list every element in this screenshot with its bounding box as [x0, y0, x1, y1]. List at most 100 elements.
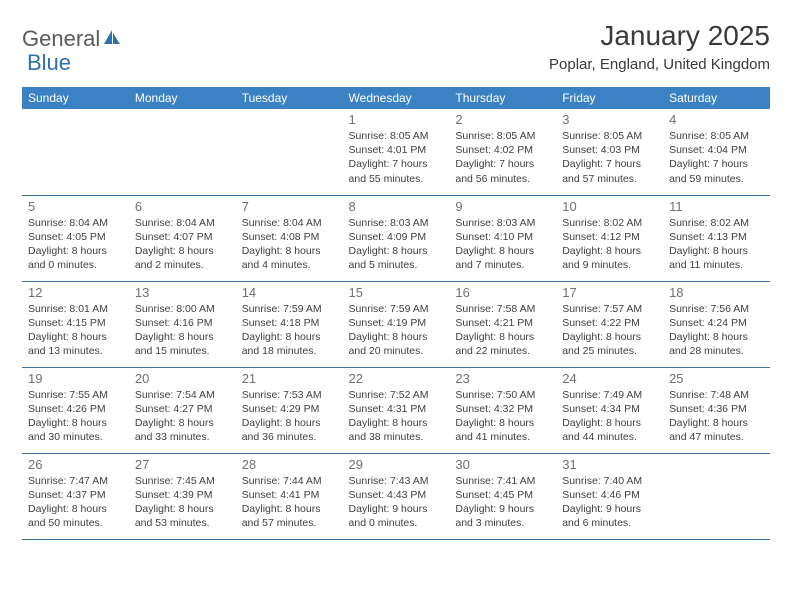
calendar-day-cell: 6Sunrise: 8:04 AMSunset: 4:07 PMDaylight…: [129, 195, 236, 281]
day-info-line: Sunset: 4:07 PM: [135, 230, 230, 244]
calendar-empty-cell: [22, 109, 129, 195]
day-info-line: and 59 minutes.: [669, 172, 764, 186]
day-info-line: and 41 minutes.: [455, 430, 550, 444]
day-number: 24: [562, 371, 657, 386]
day-number: 7: [242, 199, 337, 214]
day-number: 21: [242, 371, 337, 386]
calendar-day-cell: 21Sunrise: 7:53 AMSunset: 4:29 PMDayligh…: [236, 367, 343, 453]
day-info-line: Sunset: 4:22 PM: [562, 316, 657, 330]
logo: General: [22, 26, 123, 52]
day-info-line: Sunset: 4:45 PM: [455, 488, 550, 502]
day-info-line: Sunrise: 8:02 AM: [669, 216, 764, 230]
day-info-line: Sunrise: 7:54 AM: [135, 388, 230, 402]
day-info-line: Sunset: 4:36 PM: [669, 402, 764, 416]
day-number: 17: [562, 285, 657, 300]
calendar-day-cell: 8 Sunrise: 8:03 AMSunset: 4:09 PMDaylight…: [343, 195, 450, 281]
day-info-line: and 25 minutes.: [562, 344, 657, 358]
day-info-line: Sunrise: 7:55 AM: [28, 388, 123, 402]
calendar-row: 5Sunrise: 8:04 AMSunset: 4:05 PMDaylight…: [22, 195, 770, 281]
day-info-line: Sunset: 4:32 PM: [455, 402, 550, 416]
day-header-thursday: Thursday: [449, 87, 556, 109]
day-info-line: Daylight: 8 hours: [669, 330, 764, 344]
day-info-line: Sunrise: 8:01 AM: [28, 302, 123, 316]
day-info-line: Sunrise: 7:50 AM: [455, 388, 550, 402]
calendar-row: 1Sunrise: 8:05 AMSunset: 4:01 PMDaylight…: [22, 109, 770, 195]
calendar-day-cell: 4Sunrise: 8:05 AMSunset: 4:04 PMDaylight…: [663, 109, 770, 195]
day-info-line: Daylight: 8 hours: [135, 502, 230, 516]
day-header-saturday: Saturday: [663, 87, 770, 109]
day-info-line: Daylight: 8 hours: [349, 330, 444, 344]
day-info-line: Daylight: 8 hours: [242, 330, 337, 344]
day-info-line: Sunset: 4:05 PM: [28, 230, 123, 244]
calendar-day-cell: 13Sunrise: 8:00 AMSunset: 4:16 PMDayligh…: [129, 281, 236, 367]
day-info-line: Sunrise: 7:53 AM: [242, 388, 337, 402]
day-info-line: Sunrise: 8:05 AM: [349, 129, 444, 143]
calendar-day-cell: 17 Sunrise: 7:57 AMSunset: 4:22 PMDayligh…: [556, 281, 663, 367]
day-number: 26: [28, 457, 123, 472]
calendar-day-cell: 29Sunrise: 7:43 AMSunset: 4:43 PMDayligh…: [343, 453, 450, 539]
day-info-line: Daylight: 9 hours: [562, 502, 657, 516]
day-info: Sunrise: 8:05 AMSunset: 4:01 PMDaylight:…: [349, 129, 444, 186]
day-info-line: Sunrise: 8:05 AM: [669, 129, 764, 143]
day-info-line: Sunrise: 7:59 AM: [242, 302, 337, 316]
calendar-day-cell: 7Sunrise: 8:04 AMSunset: 4:08 PMDaylight…: [236, 195, 343, 281]
day-number: 29: [349, 457, 444, 472]
day-info-line: Daylight: 8 hours: [135, 416, 230, 430]
day-info-line: and 7 minutes.: [455, 258, 550, 272]
day-info-line: and 57 minutes.: [562, 172, 657, 186]
day-info-line: Daylight: 9 hours: [455, 502, 550, 516]
day-info-line: Daylight: 8 hours: [28, 416, 123, 430]
day-info-line: Sunset: 4:29 PM: [242, 402, 337, 416]
day-info-line: and 15 minutes.: [135, 344, 230, 358]
day-info-line: Daylight: 8 hours: [242, 502, 337, 516]
day-info: Sunrise: 7:59 AMSunset: 4:18 PMDaylight:…: [242, 302, 337, 359]
day-header-tuesday: Tuesday: [236, 87, 343, 109]
day-info-line: Sunrise: 7:41 AM: [455, 474, 550, 488]
day-info-line: and 36 minutes.: [242, 430, 337, 444]
calendar-day-cell: 24 Sunrise: 7:49 AMSunset: 4:34 PMDayligh…: [556, 367, 663, 453]
day-info: Sunrise: 8:05 AMSunset: 4:04 PMDaylight:…: [669, 129, 764, 186]
day-number: 11: [669, 199, 764, 214]
day-info: Sunrise: 7:45 AMSunset: 4:39 PMDaylight:…: [135, 474, 230, 531]
day-header-sunday: Sunday: [22, 87, 129, 109]
day-info-line: and 57 minutes.: [242, 516, 337, 530]
calendar-day-cell: 3Sunrise: 8:05 AMSunset: 4:03 PMDaylight…: [556, 109, 663, 195]
day-info-line: Daylight: 8 hours: [562, 244, 657, 258]
day-info-line: Sunset: 4:39 PM: [135, 488, 230, 502]
calendar-day-cell: 25Sunrise: 7:48 AMSunset: 4:36 PMDayligh…: [663, 367, 770, 453]
calendar-day-cell: 20Sunrise: 7:54 AMSunset: 4:27 PMDayligh…: [129, 367, 236, 453]
calendar-day-cell: 2Sunrise: 8:05 AMSunset: 4:02 PMDaylight…: [449, 109, 556, 195]
logo-sail-icon: [103, 29, 121, 50]
day-info-line: Sunset: 4:31 PM: [349, 402, 444, 416]
day-info: Sunrise: 7:57 AMSunset: 4:22 PMDaylight:…: [562, 302, 657, 359]
day-info: Sunrise: 8:03 AMSunset: 4:09 PMDaylight:…: [349, 216, 444, 273]
day-info: Sunrise: 7:59 AMSunset: 4:19 PMDaylight:…: [349, 302, 444, 359]
day-info-line: Sunrise: 7:48 AM: [669, 388, 764, 402]
day-number: 30: [455, 457, 550, 472]
calendar-empty-cell: [663, 453, 770, 539]
day-info-line: Sunrise: 7:52 AM: [349, 388, 444, 402]
day-info: Sunrise: 8:04 AMSunset: 4:05 PMDaylight:…: [28, 216, 123, 273]
calendar-row: 12Sunrise: 8:01 AMSunset: 4:15 PMDayligh…: [22, 281, 770, 367]
day-info-line: Sunset: 4:27 PM: [135, 402, 230, 416]
day-info-line: Daylight: 7 hours: [349, 157, 444, 171]
day-info-line: and 47 minutes.: [669, 430, 764, 444]
day-number: 16: [455, 285, 550, 300]
day-info: Sunrise: 8:02 AMSunset: 4:13 PMDaylight:…: [669, 216, 764, 273]
day-info-line: Daylight: 8 hours: [135, 244, 230, 258]
calendar-page: General January 2025 Poplar, England, Un…: [0, 0, 792, 560]
day-info-line: Sunrise: 7:47 AM: [28, 474, 123, 488]
day-info-line: and 13 minutes.: [28, 344, 123, 358]
day-info-line: Sunrise: 7:57 AM: [562, 302, 657, 316]
day-info-line: Sunset: 4:12 PM: [562, 230, 657, 244]
month-title: January 2025: [549, 20, 770, 52]
day-info-line: Daylight: 8 hours: [135, 330, 230, 344]
day-info-line: Sunset: 4:15 PM: [28, 316, 123, 330]
day-info: Sunrise: 7:49 AMSunset: 4:34 PMDaylight:…: [562, 388, 657, 445]
calendar-day-cell: 14Sunrise: 7:59 AMSunset: 4:18 PMDayligh…: [236, 281, 343, 367]
day-info-line: and 50 minutes.: [28, 516, 123, 530]
day-number: 8: [349, 199, 444, 214]
day-info-line: Sunset: 4:10 PM: [455, 230, 550, 244]
day-info-line: Sunset: 4:01 PM: [349, 143, 444, 157]
day-info: Sunrise: 7:40 AMSunset: 4:46 PMDaylight:…: [562, 474, 657, 531]
